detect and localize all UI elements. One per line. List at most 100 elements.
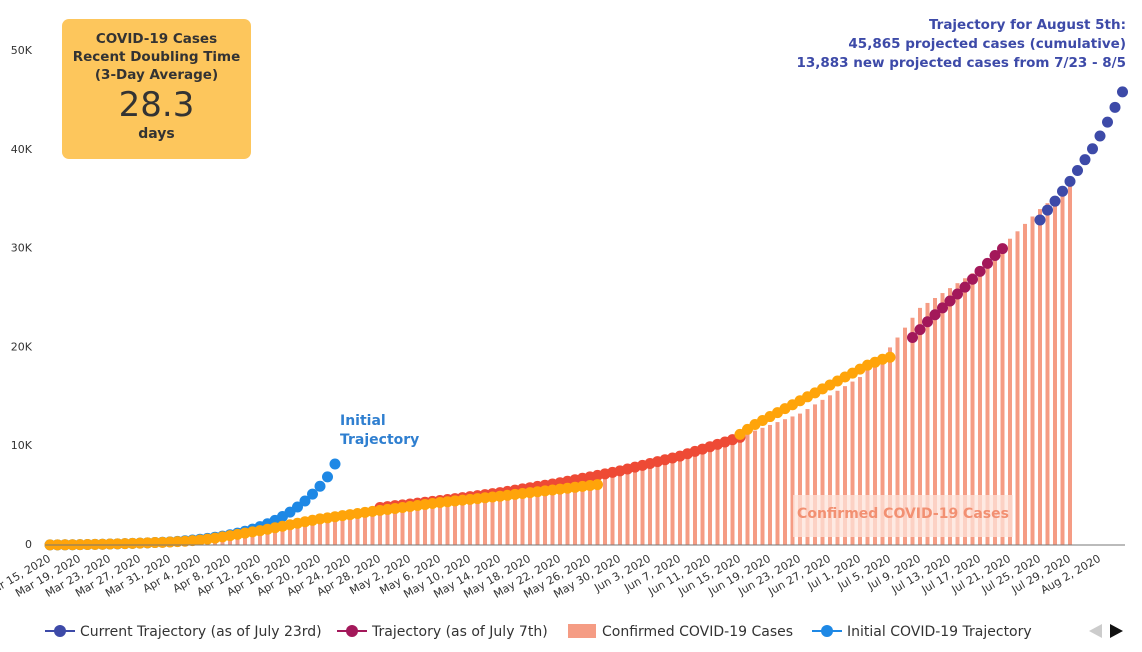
point [1087,143,1098,155]
bar [685,453,690,545]
bar [888,347,892,545]
point [1049,195,1061,207]
bar [378,508,382,545]
point [307,488,318,500]
point [1102,116,1113,128]
bar [790,416,795,545]
bar [633,468,637,545]
bar [265,528,270,545]
bar [723,441,727,545]
bar [250,531,255,545]
bar [940,293,945,545]
bar [783,419,787,545]
bar [475,495,480,545]
bar [955,283,960,545]
bar [1008,238,1012,545]
bar [895,337,900,545]
bar [580,479,585,545]
point [944,295,956,307]
bar [693,451,697,545]
bar [775,422,780,545]
bar [1045,203,1050,546]
bar [625,470,630,545]
bar [843,386,847,545]
bar [828,395,832,545]
bar [408,504,412,545]
bar [1053,197,1057,545]
point [974,265,986,277]
bar [588,477,592,545]
bar [618,472,622,545]
bar [460,497,465,545]
bar [933,298,937,545]
bar [295,522,300,545]
bar [385,507,390,545]
note-line: Trajectory for August 5th: [929,17,1126,33]
bar [993,253,997,546]
next-page[interactable] [1110,624,1123,638]
point [1072,165,1083,177]
bar [573,480,577,545]
point [292,501,303,513]
bar [798,413,802,545]
bar [963,278,967,545]
bar [1015,231,1020,545]
bar [348,513,352,545]
point [592,479,603,491]
plot [44,86,1128,551]
bar [595,476,600,545]
point [1109,101,1121,113]
bar [550,483,555,545]
point [997,243,1008,255]
prev-page[interactable] [1089,624,1102,638]
bar [738,436,742,545]
bar [640,466,645,545]
legend-swatch [568,624,596,638]
bar [813,404,817,545]
bar [760,427,765,545]
bar [858,377,862,545]
bar [648,464,652,545]
bar [910,317,915,545]
bar [948,288,952,545]
bar [603,475,607,545]
legend-label: Trajectory (as of July 7th) [371,624,548,640]
bar [310,519,315,545]
kpi-title: COVID-19 Cases [95,31,218,47]
bar [903,327,907,545]
bar [430,501,435,545]
bar [835,390,840,545]
kpi-title: Recent Doubling Time [72,49,241,65]
y-tick-label: 20K [11,340,33,353]
point [1079,154,1091,166]
kpi-value: 28.3 [118,85,195,125]
bar [918,307,922,545]
point [329,458,341,470]
bar [865,369,870,545]
projection-note: Trajectory for August 5th: 45,865 projec… [796,17,1126,71]
point [959,281,971,293]
bar [370,509,375,545]
bar [243,532,247,545]
initial-label: Initial [340,413,386,429]
bar [340,514,345,545]
bar [355,512,360,545]
point [929,309,941,321]
bar [453,498,457,545]
y-tick-label: 50K [11,44,33,57]
y-tick-label: 10K [11,439,33,452]
kpi-card: COVID-19 Cases Recent Doubling Time (3-D… [62,19,251,159]
bar [708,446,712,545]
bar [880,354,885,545]
legend-label: Current Trajectory (as of July 23rd) [80,624,322,640]
bar [438,500,442,545]
bar [273,527,277,545]
bar [805,409,810,545]
bar [520,488,525,545]
legend-swatch [54,625,66,637]
bar [850,381,855,545]
point [989,250,1001,262]
legend-swatch [821,625,833,637]
